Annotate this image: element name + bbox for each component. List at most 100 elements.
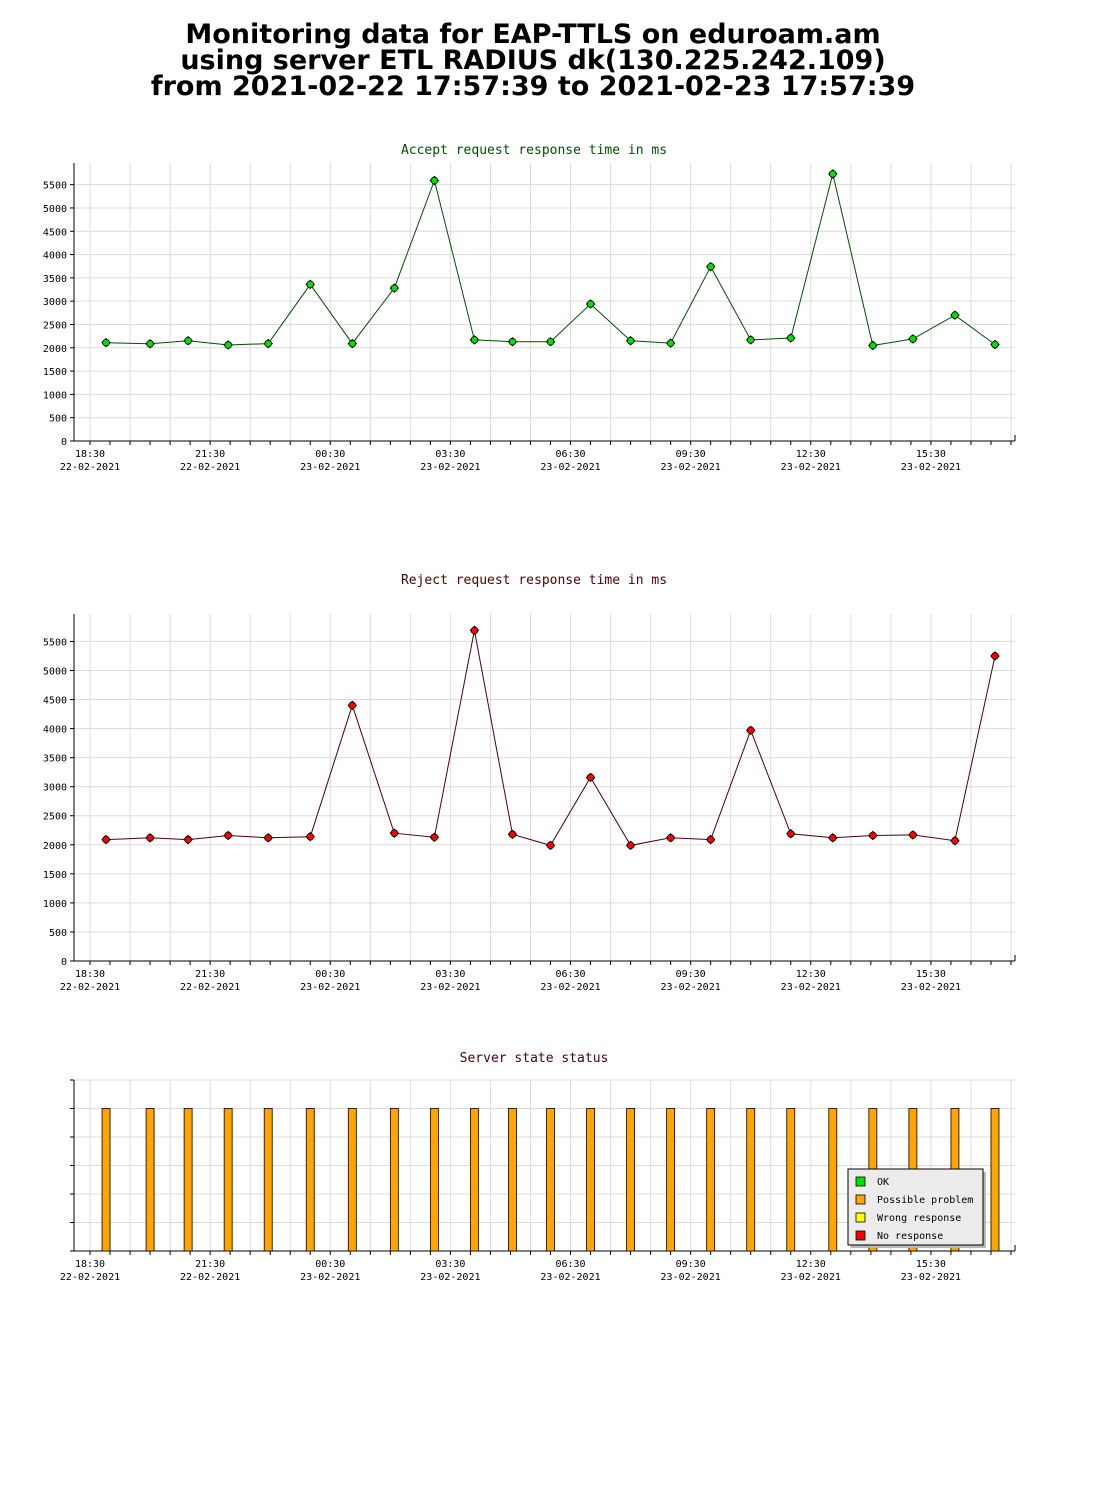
reject-x-tick-time: 03:30 <box>435 969 465 980</box>
page-title-line-3: from 2021-02-22 17:57:39 to 2021-02-23 1… <box>150 71 916 102</box>
reject-data-point-dot <box>224 831 232 840</box>
status-bar <box>546 1108 555 1252</box>
reject-x-tick-date: 23-02-2021 <box>420 982 480 993</box>
reject-y-tick-label: 2000 <box>43 841 67 852</box>
accept-x-tick-time: 18:30 <box>75 449 105 460</box>
accept-y-tick-label: 2500 <box>43 320 67 331</box>
status-bar <box>746 1108 756 1252</box>
status-bar <box>389 1108 399 1252</box>
status-bar <box>183 1108 193 1252</box>
accept-y-tick-label: 5000 <box>43 204 67 215</box>
server-state-status-chart: Server state status 18:30 22-02-2021 21:30 2… <box>60 1051 1016 1283</box>
reject-y-tick-label: 5000 <box>43 666 67 677</box>
reject-x-tick-time: 06:30 <box>555 969 585 980</box>
status-bar <box>706 1108 716 1252</box>
accept-data-point-dot <box>829 170 837 178</box>
legend-box <box>847 1168 984 1246</box>
reject-response-time-chart: Reject request response time in ms 0 500 10… <box>43 573 1016 993</box>
reject-x-tick-date: 23-02-2021 <box>540 982 600 993</box>
legend-label: Possible problem <box>877 1195 973 1206</box>
reject-data-point-dot <box>951 836 959 845</box>
status-x-tick-date: 23-02-2021 <box>540 1272 600 1283</box>
reject-data-point-dot <box>348 701 357 710</box>
accept-x-tick-time: 12:30 <box>796 449 826 460</box>
status-bar <box>508 1108 517 1252</box>
legend-label: Wrong response <box>877 1213 961 1224</box>
reject-x-tick-date: 23-02-2021 <box>661 982 721 993</box>
accept-data-point-dot <box>626 336 635 345</box>
status-bar <box>145 1108 155 1252</box>
reject-data-point-dot <box>586 773 595 782</box>
accept-data-point-dot <box>306 280 315 289</box>
accept-y-tick-label: 1500 <box>43 367 67 378</box>
reject-data-point-dot <box>991 652 999 660</box>
legend-swatch <box>855 1212 866 1223</box>
accept-data-point-dot <box>786 334 795 342</box>
status-bar <box>586 1108 595 1252</box>
status-bar <box>666 1108 676 1252</box>
accept-x-tick-time: 03:30 <box>435 449 465 460</box>
accept-data-point-dot <box>184 336 192 345</box>
status-bar <box>470 1108 479 1252</box>
accept-y-tick-label: 0 <box>61 437 67 448</box>
accept-y-tick-label: 2000 <box>43 344 67 355</box>
accept-data-point-dot <box>348 339 357 348</box>
status-x-tick-date: 23-02-2021 <box>300 1272 360 1283</box>
accept-data-point-dot <box>546 337 555 346</box>
accept-data-point-dot <box>666 339 675 347</box>
status-bar <box>101 1108 111 1252</box>
status-bar <box>990 1108 1000 1252</box>
accept-response-time-chart: Accept request response time in ms 0 500 10… <box>43 143 1016 473</box>
accept-data-point-dot <box>430 176 439 185</box>
accept-chart-title: Accept request response time in ms <box>401 143 667 158</box>
reject-x-tick-date: 22-02-2021 <box>180 982 240 993</box>
accept-y-tick-label: 1000 <box>43 390 67 401</box>
reject-x-tick-date: 23-02-2021 <box>901 982 961 993</box>
reject-series-line <box>105 630 996 846</box>
reject-y-tick-label: 1500 <box>43 870 67 881</box>
legend-swatch <box>855 1194 866 1205</box>
accept-x-tick-date: 23-02-2021 <box>300 462 360 473</box>
reject-y-tick-label: 2500 <box>43 812 67 823</box>
accept-data-point-dot <box>264 339 273 348</box>
accept-x-tick-time: 21:30 <box>195 449 225 460</box>
status-bar <box>626 1108 635 1252</box>
reject-y-tick-label: 0 <box>61 957 67 968</box>
reject-data-point-dot <box>829 834 837 842</box>
reject-y-tick-label: 500 <box>49 928 67 939</box>
accept-y-tick-label: 4000 <box>43 251 67 262</box>
page-title-line-1: Monitoring data for EAP-TTLS on eduroam.… <box>185 19 881 50</box>
reject-x-tick-time: 18:30 <box>75 969 105 980</box>
reject-data-point-dot <box>706 835 715 844</box>
reject-x-tick-time: 00:30 <box>315 969 345 980</box>
accept-data-point-dot <box>508 337 517 346</box>
reject-y-tick-label: 4500 <box>43 696 67 707</box>
status-x-tick-time: 15:30 <box>916 1259 946 1270</box>
accept-data-point-dot <box>390 284 399 292</box>
legend-label: No response <box>877 1231 943 1242</box>
reject-data-point-dot <box>146 834 154 842</box>
status-bar <box>429 1108 439 1252</box>
accept-data-point-dot <box>102 338 110 347</box>
accept-x-tick-date: 23-02-2021 <box>901 462 961 473</box>
status-x-tick-date: 23-02-2021 <box>420 1272 480 1283</box>
accept-data-point-dot <box>991 340 999 349</box>
reject-data-point-dot <box>786 829 795 838</box>
status-x-tick-time: 12:30 <box>796 1259 826 1270</box>
status-x-tick-date: 22-02-2021 <box>180 1272 240 1283</box>
reject-y-tick-label: 3500 <box>43 754 67 765</box>
status-x-tick-date: 23-02-2021 <box>781 1272 841 1283</box>
reject-data-point-dot <box>909 831 917 839</box>
status-bar <box>828 1108 838 1252</box>
accept-x-tick-time: 00:30 <box>315 449 345 460</box>
reject-data-point-dot <box>390 829 399 837</box>
reject-data-point-dot <box>430 833 439 842</box>
legend-swatch <box>855 1230 866 1241</box>
reject-x-tick-date: 23-02-2021 <box>781 982 841 993</box>
status-x-tick-time: 03:30 <box>435 1259 465 1270</box>
accept-x-tick-date: 23-02-2021 <box>661 462 721 473</box>
accept-y-tick-label: 4500 <box>43 227 67 238</box>
accept-data-point-dot <box>869 341 877 350</box>
status-bar <box>305 1108 315 1252</box>
page-title-line-2: using server ETL RADIUS dk(130.225.242.1… <box>180 45 886 76</box>
